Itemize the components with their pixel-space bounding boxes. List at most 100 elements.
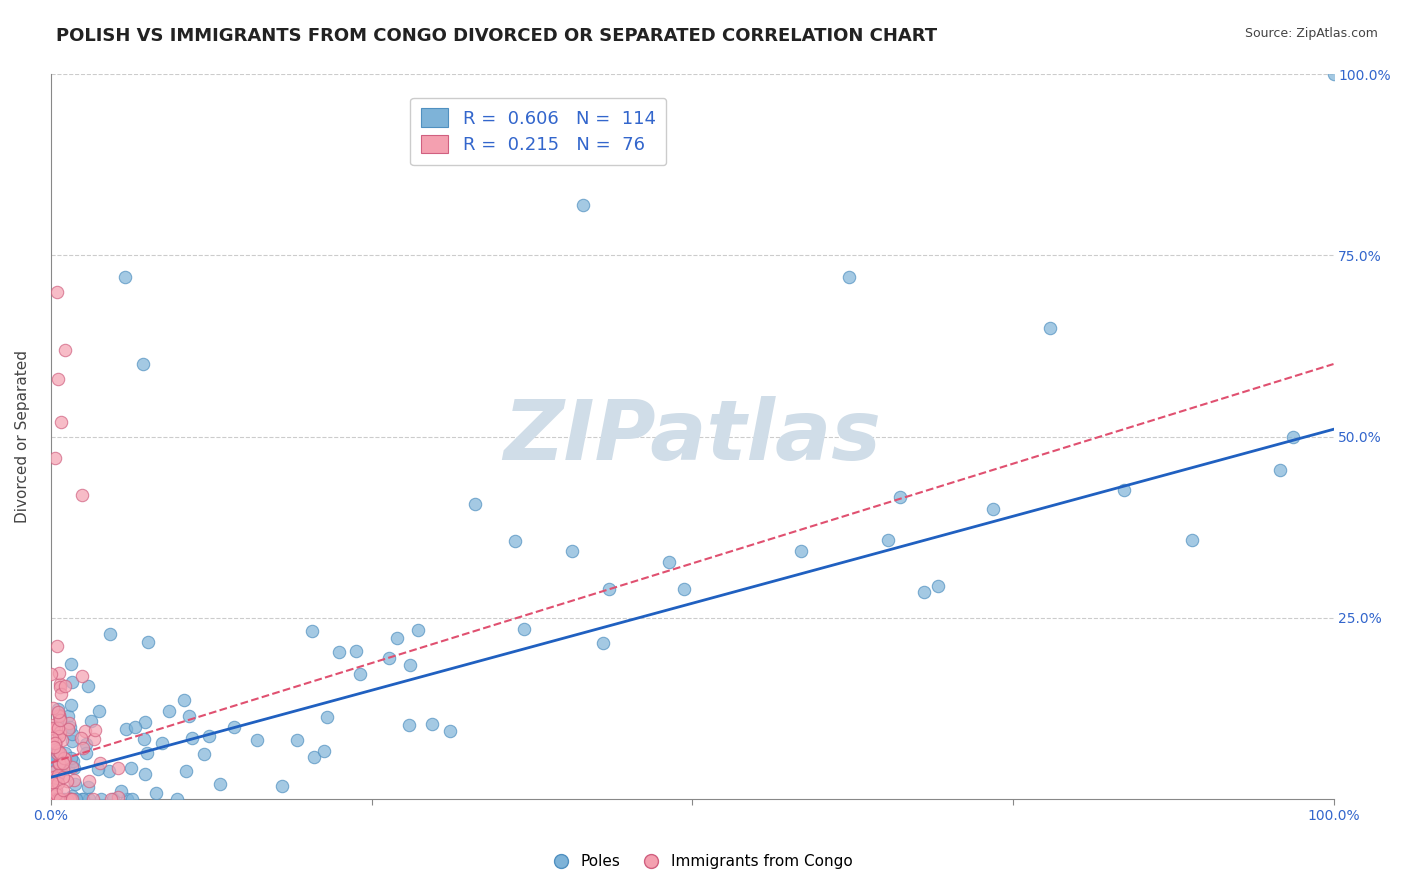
Point [75, 737, 97, 751]
Point [46, 722, 69, 736]
Point [1268, 463, 1291, 477]
Point [657, 555, 679, 569]
Point [58, 720, 80, 734]
Point [59, 698, 82, 712]
Point [52, 756, 75, 770]
Point [927, 579, 949, 593]
Point [572, 197, 595, 211]
Point [271, 779, 294, 793]
Point [41, 775, 63, 789]
Point [107, 761, 129, 775]
Point [1322, 67, 1344, 81]
Point [134, 731, 156, 746]
Point [166, 792, 188, 806]
Point [157, 704, 180, 718]
Point [58, 715, 80, 730]
Point [193, 747, 215, 762]
Point [344, 644, 367, 658]
Point [60, 792, 83, 806]
Point [45, 741, 67, 756]
Point [48, 708, 70, 723]
Point [75, 746, 97, 760]
Point [179, 708, 201, 723]
Point [44, 770, 66, 784]
Point [52, 750, 75, 764]
Point [79, 773, 101, 788]
Point [107, 789, 129, 804]
Point [120, 761, 142, 775]
Point [44, 736, 66, 750]
Point [46, 285, 69, 299]
Point [70, 792, 93, 806]
Point [464, 498, 486, 512]
Point [48, 729, 70, 743]
Point [513, 622, 536, 636]
Point [135, 746, 157, 760]
Point [41, 770, 63, 784]
Point [45, 754, 67, 768]
Point [60, 734, 83, 748]
Point [89, 756, 111, 770]
Point [60, 792, 83, 806]
Point [48, 705, 70, 719]
Point [592, 636, 614, 650]
Point [173, 692, 195, 706]
Point [45, 772, 67, 786]
Point [83, 731, 105, 746]
Point [49, 415, 72, 429]
Point [46, 775, 69, 789]
Point [132, 357, 155, 371]
Point [49, 792, 72, 806]
Point [46, 744, 69, 758]
Point [70, 731, 93, 746]
Point [97, 764, 120, 778]
Point [115, 723, 138, 737]
Point [62, 754, 84, 768]
Point [134, 715, 156, 730]
Point [46, 792, 69, 806]
Point [42, 722, 65, 736]
Point [60, 674, 83, 689]
Point [59, 792, 82, 806]
Point [42, 740, 65, 755]
Point [378, 650, 401, 665]
Point [46, 768, 69, 782]
Point [45, 640, 67, 654]
Point [45, 787, 67, 801]
Point [82, 792, 104, 806]
Point [399, 657, 422, 672]
Point [174, 764, 197, 779]
Point [49, 747, 72, 761]
Point [48, 709, 70, 723]
Point [121, 792, 143, 806]
Point [115, 792, 138, 806]
Point [100, 792, 122, 806]
Point [246, 733, 269, 747]
Point [49, 687, 72, 701]
Point [45, 746, 67, 760]
Point [312, 744, 335, 758]
Point [70, 668, 93, 682]
Point [46, 792, 69, 806]
Point [41, 721, 63, 735]
Point [51, 792, 73, 806]
Point [103, 792, 125, 806]
Point [58, 792, 80, 806]
Point [124, 720, 146, 734]
Point [48, 666, 70, 681]
Point [301, 624, 323, 638]
Point [45, 783, 67, 797]
Legend: R =  0.606   N =  114, R =  0.215   N =  76: R = 0.606 N = 114, R = 0.215 N = 76 [411, 97, 666, 165]
Text: POLISH VS IMMIGRANTS FROM CONGO DIVORCED OR SEPARATED CORRELATION CHART: POLISH VS IMMIGRANTS FROM CONGO DIVORCED… [56, 27, 938, 45]
Point [44, 792, 66, 806]
Point [53, 679, 76, 693]
Point [44, 764, 66, 778]
Point [59, 792, 82, 806]
Point [49, 792, 72, 806]
Point [877, 533, 900, 547]
Point [44, 764, 66, 779]
Point [60, 726, 83, 740]
Point [53, 752, 76, 766]
Point [385, 631, 408, 645]
Point [439, 724, 461, 739]
